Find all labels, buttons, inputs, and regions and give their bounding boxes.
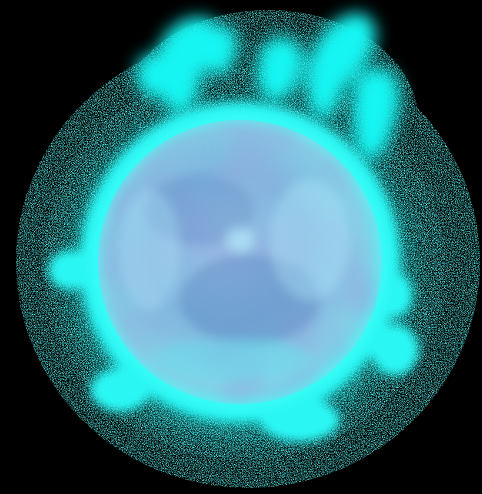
orb-illustration [0,0,482,494]
orb-scene [0,0,482,494]
